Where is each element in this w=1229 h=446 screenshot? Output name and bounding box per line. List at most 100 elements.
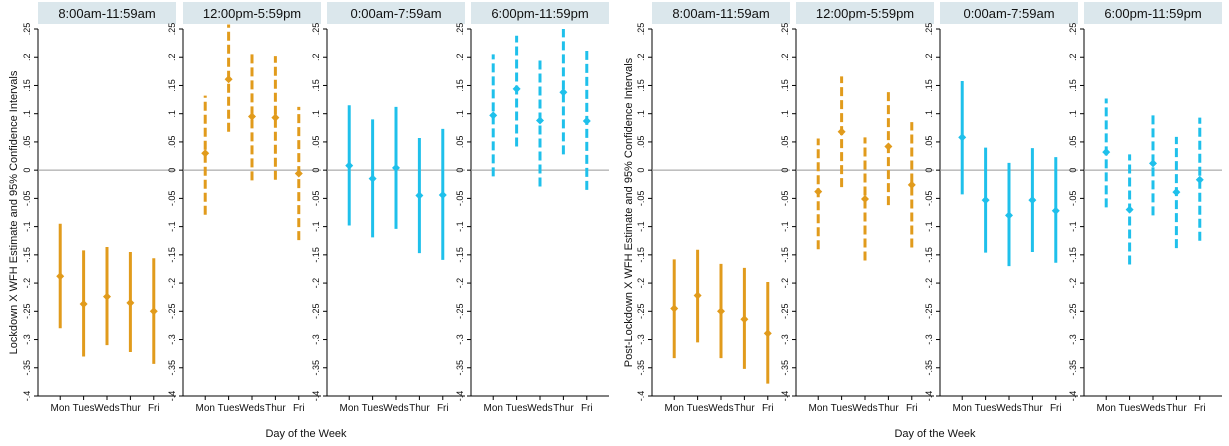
point-estimate	[1102, 148, 1111, 157]
y-tick-label: -.2	[22, 278, 32, 289]
y-tick-label: -.2	[780, 278, 790, 289]
y-tick-label: .05	[780, 136, 790, 149]
x-tick-label: Weds	[996, 403, 1021, 414]
y-tick-label: .05	[167, 136, 177, 149]
point-estimate	[814, 187, 823, 196]
x-tick-label: Tues	[975, 403, 997, 414]
y-tick-label: .25	[1068, 23, 1078, 36]
y-tick-label: -.1	[924, 221, 934, 232]
panel-title-2-1: 8:00am-11:59am	[672, 6, 769, 21]
y-tick-label: -.1	[167, 221, 177, 232]
y-tick-label: .25	[636, 23, 646, 36]
y-tick-label: -.4	[924, 391, 934, 402]
x-tick-label: Fri	[437, 403, 449, 414]
y-tick-label: .15	[780, 79, 790, 92]
y-tick-label: -.25	[311, 304, 321, 320]
y-tick-label: -.25	[22, 304, 32, 320]
y-tick-label: .25	[311, 23, 321, 36]
y-tick-label: -.05	[455, 191, 465, 207]
y-tick-label: -.4	[636, 391, 646, 402]
panel-title-1-1: 8:00am-11:59am	[58, 6, 155, 21]
y-tick-label: .25	[780, 23, 790, 36]
y-tick-label: -.35	[311, 360, 321, 376]
y-tick-label: 0	[167, 168, 177, 173]
x-tick-label: Tues	[831, 403, 853, 414]
y-tick-label: -.35	[455, 360, 465, 376]
x-tick-label: Fri	[581, 403, 593, 414]
x-tick-label: Fri	[148, 403, 160, 414]
x-tick-label: Fri	[762, 403, 774, 414]
y-tick-label: -.05	[311, 191, 321, 207]
x-tick-label: Thur	[553, 403, 574, 414]
y-tick-label: -.35	[780, 360, 790, 376]
x-tick-label: Tues	[687, 403, 709, 414]
y-tick-label: -.15	[636, 247, 646, 263]
y-tick-label: .25	[455, 23, 465, 36]
y-tick-label: -.35	[1068, 360, 1078, 376]
x-tick-label: Weds	[383, 403, 408, 414]
y-tick-label: -.25	[167, 304, 177, 320]
y-tick-label: .05	[311, 136, 321, 149]
y-tick-label: -.35	[22, 360, 32, 376]
point-estimate	[958, 133, 967, 142]
panel-header-2-1	[652, 2, 790, 24]
y-tick-label: -.05	[636, 191, 646, 207]
point-estimate	[907, 180, 916, 189]
y-tick-label: -.25	[1068, 304, 1078, 320]
y-tick-label: -.4	[780, 391, 790, 402]
y-tick-label: .15	[1068, 79, 1078, 92]
point-estimate	[438, 190, 447, 199]
y-tick-label: -.15	[22, 247, 32, 263]
y-tick-label: .15	[167, 79, 177, 92]
y-tick-label: .25	[924, 23, 934, 36]
point-estimate	[740, 315, 749, 324]
panel-header-2-3	[940, 2, 1078, 24]
y-tick-label: 0	[22, 168, 32, 173]
y-tick-label: .05	[636, 136, 646, 149]
x-tick-label: Tues	[362, 403, 384, 414]
point-estimate	[981, 196, 990, 205]
x-tick-label: Fri	[293, 403, 305, 414]
point-estimate	[126, 298, 135, 307]
y-tick-label: -.1	[780, 221, 790, 232]
y-tick-label: .2	[311, 53, 321, 61]
point-estimate	[1051, 206, 1060, 215]
y-tick-label: 0	[311, 168, 321, 173]
y-tick-label: 0	[780, 168, 790, 173]
point-estimate	[763, 329, 772, 338]
y-tick-label: .1	[167, 110, 177, 118]
x-tick-label: Weds	[527, 403, 552, 414]
x-tick-label: Mon	[1096, 403, 1115, 414]
y-axis-label-2: Post-Lockdown X WFH Estimate and 95% Con…	[623, 57, 635, 367]
x-tick-label: Fri	[1194, 403, 1206, 414]
x-tick-label: Tues	[506, 403, 528, 414]
panel-title-2-2: 12:00pm-5:59pm	[816, 6, 914, 21]
y-axis-label-1: Lockdown X WFH Estimate and 95% Confiden…	[8, 70, 20, 354]
y-tick-label: -.15	[455, 247, 465, 263]
point-estimate	[271, 113, 280, 122]
panel-header-1-1	[38, 2, 176, 24]
panel-title-2-4: 6:00pm-11:59pm	[1104, 6, 1201, 21]
y-tick-label: .1	[924, 110, 934, 118]
y-tick-label: -.2	[167, 278, 177, 289]
x-tick-label: Weds	[1140, 403, 1165, 414]
y-tick-label: -.2	[311, 278, 321, 289]
x-tick-label: Weds	[852, 403, 877, 414]
y-tick-label: .15	[636, 79, 646, 92]
y-tick-label: .05	[1068, 136, 1078, 149]
x-tick-label: Tues	[218, 403, 240, 414]
y-tick-label: .05	[455, 136, 465, 149]
x-tick-label: Tues	[1119, 403, 1141, 414]
y-tick-label: .25	[22, 23, 32, 36]
y-tick-label: .15	[924, 79, 934, 92]
y-tick-label: -.05	[22, 191, 32, 207]
y-tick-label: -.35	[924, 360, 934, 376]
panel-header-1-3	[327, 2, 465, 24]
y-tick-label: -.1	[636, 221, 646, 232]
x-tick-label: Mon	[50, 403, 69, 414]
x-tick-label: Thur	[734, 403, 755, 414]
point-estimate	[248, 112, 256, 121]
panel-header-1-2	[183, 2, 321, 24]
y-tick-label: 0	[924, 168, 934, 173]
